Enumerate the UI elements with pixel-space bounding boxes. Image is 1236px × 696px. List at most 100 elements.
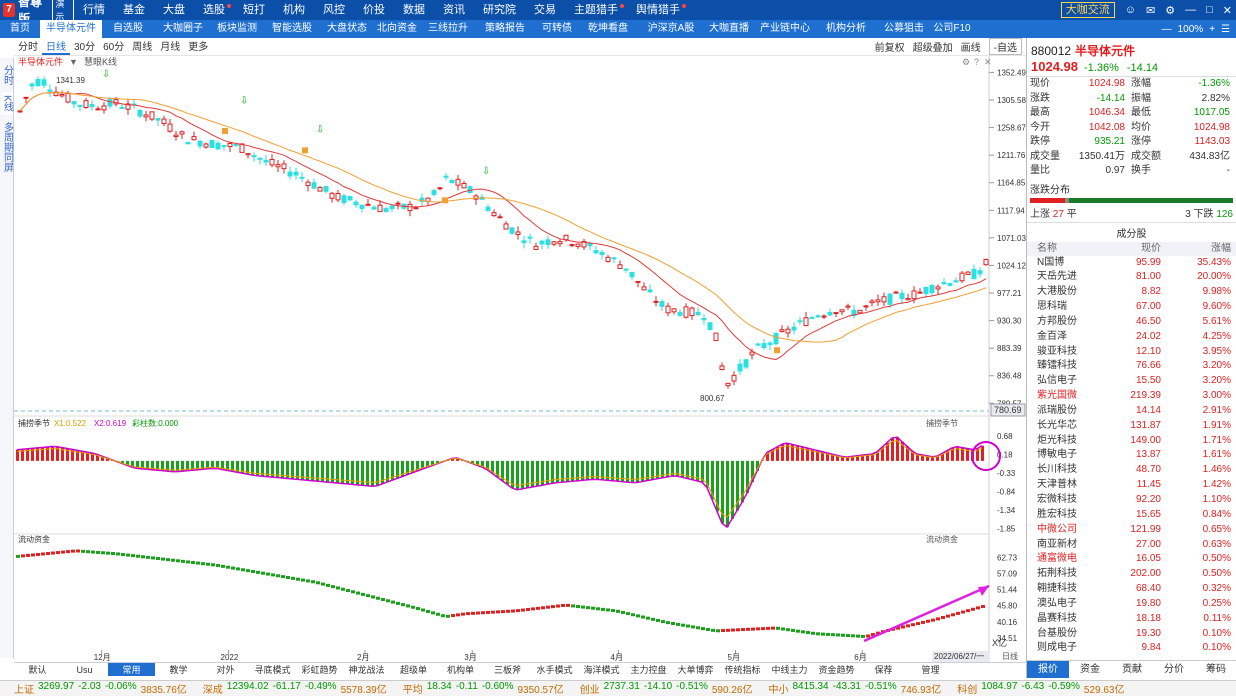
index-5[interactable]: 科创 1084.97 -6.43 -0.59% 529.63亿	[957, 681, 1124, 696]
panel-gear-icon[interactable]: ⚙	[962, 57, 970, 67]
right-tab-3[interactable]: 分价	[1164, 664, 1184, 675]
zoom-out-icon[interactable]: —	[1161, 23, 1172, 35]
draw-line-button[interactable]: 画线	[960, 43, 981, 54]
menu-item-9[interactable]: 资讯	[443, 4, 465, 16]
comp-col-header[interactable]: 涨幅	[1211, 242, 1231, 254]
comp-row[interactable]: 大港股份 8.82 9.98%	[1027, 285, 1236, 300]
right-tab-0[interactable]: 报价	[1027, 661, 1069, 678]
kline-subtitle[interactable]: 慧眼K线	[84, 56, 117, 67]
comp-row[interactable]: 弘信电子 15.50 3.20%	[1027, 374, 1236, 389]
comp-row[interactable]: 长光华芯 131.87 1.91%	[1027, 419, 1236, 434]
indicator-tab-16[interactable]: 中线主力	[771, 665, 808, 675]
tab-11[interactable]: 乾坤看盘	[578, 20, 638, 38]
restore-icon[interactable]: □	[1206, 4, 1213, 16]
indicator-tab-14[interactable]: 大单博弈	[677, 665, 714, 675]
user-icon[interactable]: ☺	[1124, 4, 1137, 16]
comp-row[interactable]: 拓荆科技 202.00 0.50%	[1027, 567, 1236, 582]
comp-row[interactable]: 博敏电子 13.87 1.61%	[1027, 448, 1236, 463]
close-icon[interactable]: ✕	[1222, 4, 1232, 17]
indicator-tab-7[interactable]: 神龙战法	[348, 665, 385, 675]
comp-row[interactable]: 骏亚科技 12.10 3.95%	[1027, 345, 1236, 360]
minimize-icon[interactable]: —	[1185, 4, 1197, 16]
indicator-tab-15[interactable]: 传统指标	[724, 665, 761, 675]
comp-row[interactable]: 天岳先进 81.00 20.00%	[1027, 270, 1236, 285]
indicator-tab-13[interactable]: 主力控盘	[630, 665, 667, 675]
panel-close-icon[interactable]: ✕	[984, 57, 992, 67]
indicator-tab-11[interactable]: 水手模式	[536, 665, 573, 675]
comp-row[interactable]: 翱捷科技 68.40 0.32%	[1027, 582, 1236, 597]
tab-8[interactable]: 三线拉升	[422, 20, 474, 38]
menu-item-13[interactable]: 舆情猎手	[627, 0, 689, 20]
watchlist-select[interactable]: -自选	[988, 38, 1022, 55]
comp-row[interactable]: 思科瑞 67.00 9.60%	[1027, 300, 1236, 315]
indicator-tab-18[interactable]: 保荐	[874, 665, 893, 675]
index-2[interactable]: 平均 18.34 -0.11 -0.60% 9350.57亿	[403, 681, 564, 696]
menu-item-4[interactable]: 短打	[243, 4, 265, 16]
message-icon[interactable]: ✉	[1146, 4, 1156, 17]
tab-16[interactable]: 公募狙击	[876, 20, 932, 38]
menu-item-11[interactable]: 交易	[534, 4, 556, 16]
tab-17[interactable]: 公司F10	[932, 20, 972, 38]
tab-14[interactable]: 产业链中心	[754, 20, 816, 38]
comp-row[interactable]: 澳弘电子 19.80 0.25%	[1027, 597, 1236, 612]
indicator-tab-1[interactable]: Usu	[76, 665, 93, 675]
menu-item-1[interactable]: 基金	[123, 4, 145, 16]
menu-icon[interactable]: ☰	[1221, 23, 1230, 35]
main-chart-area[interactable]: 半导体元件 ▼ 慧眼K线 1352.49 1305.58 1258.67 1211.7…	[14, 56, 1026, 662]
comp-row[interactable]: 长川科技 48.70 1.46%	[1027, 463, 1236, 478]
period-4[interactable]: 周线	[132, 42, 153, 53]
comp-row[interactable]: 则成电子 9.84 0.10%	[1027, 641, 1236, 656]
tab-10[interactable]: 可转债	[536, 20, 578, 38]
comp-row[interactable]: N国博 95.99 35.43%	[1027, 256, 1236, 271]
comp-row[interactable]: 通富微电 16.05 0.50%	[1027, 552, 1236, 567]
indicator-tab-2[interactable]: 常用	[108, 663, 155, 676]
comp-row[interactable]: 炬光科技 149.00 1.71%	[1027, 434, 1236, 449]
tab-4[interactable]: 板块监测	[212, 20, 262, 38]
view-1[interactable]: K线	[0, 92, 13, 115]
comp-row[interactable]: 臻镭科技 76.66 3.20%	[1027, 359, 1236, 374]
comp-row[interactable]: 天津普林 11.45 1.42%	[1027, 478, 1236, 493]
tab-0[interactable]: 首页	[0, 20, 40, 38]
indicator-tab-10[interactable]: 三板斧	[493, 665, 521, 675]
menu-item-2[interactable]: 大盘	[163, 4, 185, 16]
indicator-tab-19[interactable]: 管理	[921, 665, 940, 675]
menu-item-0[interactable]: 行情	[83, 4, 105, 16]
period-5[interactable]: 月线	[160, 42, 181, 53]
indicator-tab-0[interactable]: 默认	[28, 665, 47, 675]
comp-row[interactable]: 派瑞股份 14.14 2.91%	[1027, 404, 1236, 419]
comp-row[interactable]: 晶赛科技 18.18 0.11%	[1027, 612, 1236, 627]
indicator-tab-12[interactable]: 海洋模式	[583, 665, 620, 675]
comp-col-header[interactable]: 现价	[1141, 242, 1161, 254]
tab-7[interactable]: 北向资金	[372, 20, 422, 38]
menu-item-10[interactable]: 研究院	[483, 4, 516, 16]
right-tab-2[interactable]: 贡献	[1122, 664, 1142, 675]
chevron-down-icon[interactable]: ▼	[69, 57, 78, 67]
index-4[interactable]: 中小 8415.34 -43.31 -0.51% 746.93亿	[768, 681, 941, 696]
indicator-tab-8[interactable]: 超级单	[399, 665, 427, 675]
tab-1[interactable]: 半导体元件	[40, 20, 102, 38]
menu-item-7[interactable]: 价投	[363, 4, 385, 16]
menu-item-8[interactable]: 数据	[403, 4, 425, 16]
tab-13[interactable]: 大咖直播	[704, 20, 754, 38]
comp-row[interactable]: 台基股份 19.30 0.10%	[1027, 627, 1236, 642]
oscillator-panel[interactable]: 捕捞季节 X1:0.522 X2:0.619 彩柱数:0.000 捕捞季节 0.…	[14, 415, 1016, 534]
menu-item-5[interactable]: 机构	[283, 4, 305, 16]
right-tab-4[interactable]: 筹码	[1206, 664, 1226, 675]
expert-exchange-button[interactable]: 大咖交流	[1060, 2, 1115, 18]
right-tab-1[interactable]: 资金	[1080, 664, 1100, 675]
comp-row[interactable]: 金百泽 24.02 4.25%	[1027, 330, 1236, 345]
indicator-tab-5[interactable]: 寻底模式	[254, 665, 291, 675]
comp-row[interactable]: 紫光国微 219.39 3.00%	[1027, 389, 1236, 404]
comp-row[interactable]: 南亚新材 27.00 0.63%	[1027, 538, 1236, 553]
index-0[interactable]: 上证 3269.97 -2.03 -0.06% 3835.76亿	[14, 681, 187, 696]
panel-help-icon[interactable]: ?	[974, 57, 979, 67]
tab-6[interactable]: 大盘状态	[322, 20, 372, 38]
period-3[interactable]: 60分	[103, 42, 125, 53]
comp-row[interactable]: 宏微科技 92.20 1.10%	[1027, 493, 1236, 508]
tab-15[interactable]: 机构分析	[816, 20, 876, 38]
tab-3[interactable]: 大咖圈子	[154, 20, 212, 38]
comp-row[interactable]: 方邦股份 46.50 5.61%	[1027, 315, 1236, 330]
indicator-tab-9[interactable]: 机构单	[446, 665, 474, 675]
menu-item-12[interactable]: 主题猎手	[565, 0, 627, 20]
indicator-tab-17[interactable]: 资金趋势	[818, 665, 855, 675]
